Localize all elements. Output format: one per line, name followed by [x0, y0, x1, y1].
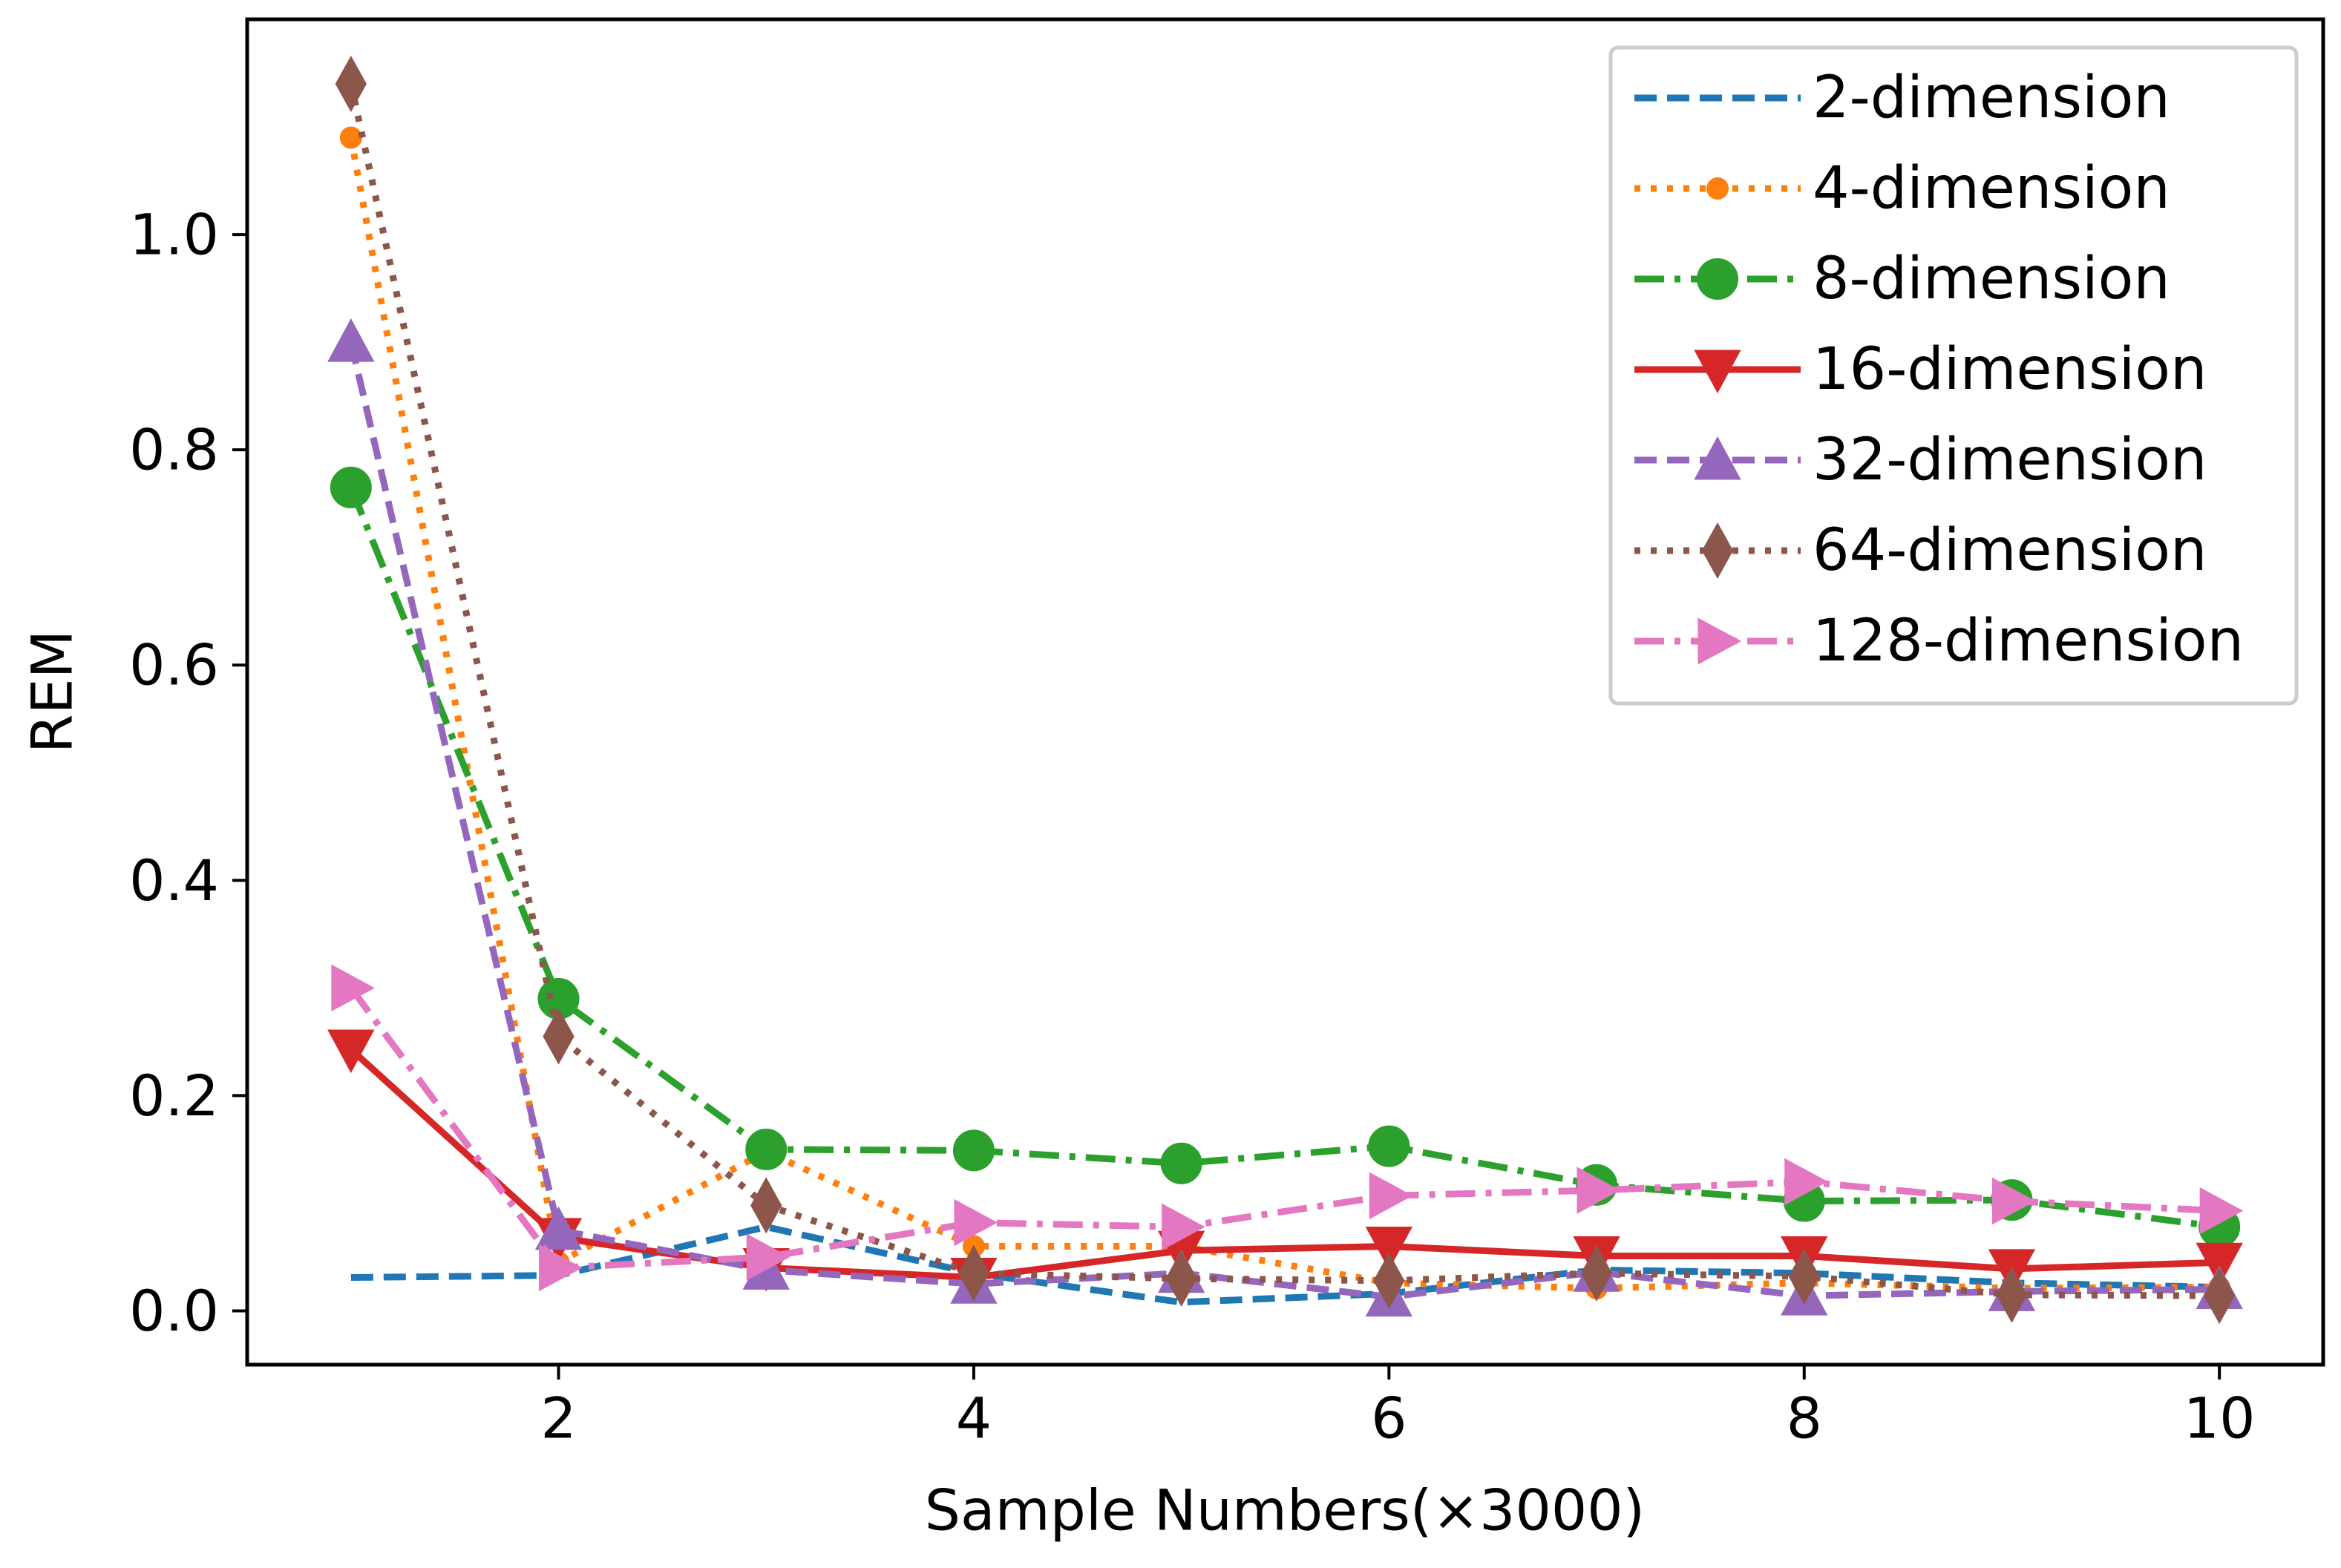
- legend-label: 64-dimension: [1813, 517, 2207, 584]
- data-point: [1788, 1248, 1820, 1305]
- y-tick-label: 0.0: [129, 1278, 219, 1344]
- data-point: [539, 1244, 583, 1292]
- data-point: [957, 1244, 990, 1302]
- legend-label: 8-dimension: [1813, 246, 2170, 312]
- x-tick-label: 2: [540, 1385, 576, 1451]
- series-64-dimension: [335, 55, 2236, 1325]
- data-point: [1784, 1158, 1828, 1206]
- series-line: [347, 341, 2220, 1301]
- series-line: [348, 985, 2220, 1271]
- data-point: [1996, 1266, 2028, 1323]
- y-tick-label: 0.2: [129, 1063, 219, 1129]
- data-point: [1580, 1244, 1613, 1302]
- legend-marker: [1694, 436, 1741, 480]
- y-tick-label: 0.8: [129, 417, 219, 483]
- legend-marker: [1694, 350, 1741, 394]
- data-point: [2199, 1187, 2244, 1235]
- legend-marker: [1701, 522, 1734, 580]
- x-axis-label: Sample Numbers(×3000): [925, 1477, 1645, 1544]
- legend-label: 32-dimension: [1813, 427, 2207, 493]
- data-point: [2196, 1242, 2243, 1287]
- y-axis-label: REM: [19, 630, 85, 753]
- data-point: [1368, 1125, 1410, 1167]
- legend-marker: [1697, 258, 1738, 300]
- data-point: [1165, 1250, 1197, 1308]
- data-point: [750, 1177, 782, 1234]
- legend-item: 32-dimension: [1634, 427, 2207, 493]
- data-point: [745, 1128, 788, 1170]
- y-axis: 0.0 0.2 0.4 0.6 0.8 1.0: [129, 202, 247, 1344]
- data-point: [1369, 1172, 1413, 1219]
- legend-item: 8-dimension: [1634, 246, 2170, 312]
- data-point: [327, 1029, 375, 1074]
- data-point: [954, 1198, 998, 1247]
- y-tick-label: 0.6: [129, 632, 219, 698]
- data-point: [1365, 1226, 1413, 1270]
- data-point: [534, 1206, 583, 1250]
- data-point: [1373, 1252, 1405, 1309]
- x-axis: 2 4 6 8 10: [540, 1365, 2256, 1451]
- y-tick-label: 1.0: [129, 202, 219, 268]
- legend-label: 2-dimension: [1813, 65, 2170, 131]
- legend-item: 128-dimension: [1634, 608, 2244, 675]
- legend-label: 16-dimension: [1813, 336, 2207, 403]
- series-line: [347, 137, 2220, 1292]
- data-point: [1991, 1177, 2036, 1225]
- legend-item: 2-dimension: [1634, 65, 2170, 131]
- data-point: [746, 1233, 790, 1281]
- data-point: [2204, 1267, 2236, 1325]
- plot-frame: [245, 17, 2325, 1367]
- legend: 2-dimension 4-dimension 8-dimension 16-dime…: [1608, 45, 2299, 706]
- y-tick-label: 0.4: [129, 847, 219, 913]
- legend-marker: [1697, 617, 1742, 665]
- series-128-dimension: [331, 964, 2244, 1292]
- data-point: [331, 964, 375, 1012]
- data-point: [1162, 1203, 1205, 1251]
- legend-item: 4-dimension: [1634, 155, 2170, 222]
- data-point: [952, 1129, 995, 1172]
- x-tick-label: 8: [1787, 1385, 1822, 1451]
- data-point: [1160, 1142, 1202, 1184]
- legend-box: [1608, 45, 2299, 706]
- series-line: [347, 486, 2220, 1230]
- legend-marker: [1706, 177, 1729, 200]
- data-point: [327, 318, 375, 362]
- series-8-dimension: [330, 466, 2241, 1248]
- x-tick-label: 6: [1371, 1385, 1407, 1451]
- data-point: [1577, 1167, 1621, 1214]
- legend-label: 128-dimension: [1813, 608, 2244, 675]
- legend-label: 4-dimension: [1813, 155, 2170, 222]
- data-point: [335, 55, 367, 113]
- legend-item: 16-dimension: [1634, 336, 2207, 403]
- data-point: [339, 126, 362, 149]
- x-tick-label: 10: [2184, 1385, 2256, 1451]
- data-point: [330, 466, 372, 508]
- data-point: [543, 1008, 574, 1065]
- x-tick-label: 4: [956, 1385, 992, 1451]
- series-layer: [327, 55, 2244, 1325]
- legend-item: 64-dimension: [1634, 517, 2207, 584]
